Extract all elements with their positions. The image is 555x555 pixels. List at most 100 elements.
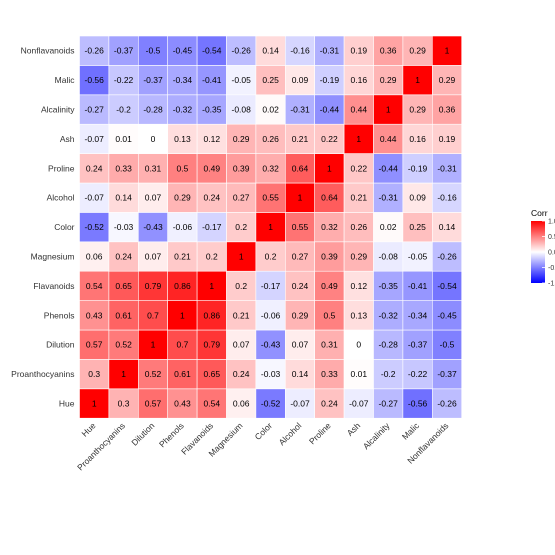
heatmap-cell-color-magnesium (255, 241, 286, 272)
cell-value-label: -0.43 (143, 222, 163, 232)
cell-value-label: 1 (121, 369, 126, 379)
heatmap-cell-phenols-color (167, 212, 198, 243)
cell-value-label: 0.36 (380, 46, 397, 56)
y-tick-label: Proanthocyanins (11, 369, 74, 379)
cell-value-label: 0.29 (380, 75, 397, 85)
heatmap-cell-malic-dilution (402, 329, 433, 360)
cell-value-label: -0.28 (379, 340, 399, 350)
heatmap-cell-phenols-ash (167, 123, 198, 154)
cell-value-label: 0 (356, 340, 361, 350)
cell-value-label: 0.25 (262, 75, 279, 85)
heatmap-cell-proanthocyanins-nonflavanoids (108, 35, 139, 66)
cell-value-label: 0.7 (147, 310, 159, 320)
cell-value-label: 0.13 (351, 310, 368, 320)
cell-value-label: 0.79 (145, 281, 162, 291)
cell-value-label: -0.54 (202, 46, 222, 56)
cell-value-label: -0.16 (437, 193, 457, 203)
cell-value-label: -0.34 (408, 310, 428, 320)
heatmap-cell-alcalinity-ash (373, 123, 404, 154)
cell-value-label: -0.03 (261, 369, 281, 379)
heatmap-cell-dilution-dilution (138, 329, 169, 360)
heatmap-cell-malic-nonflavanoids (402, 35, 433, 66)
cell-value-label: 0.12 (204, 134, 221, 144)
cell-value-label: 0.29 (439, 75, 456, 85)
cell-value-label: 1 (298, 193, 303, 203)
heatmap-cell-dilution-proline (138, 153, 169, 184)
cell-value-label: -0.22 (408, 369, 428, 379)
heatmap-cell-nonflavanoids-hue (431, 388, 462, 419)
y-tick-label: Proline (48, 163, 75, 173)
cell-value-label: 0.86 (174, 281, 191, 291)
heatmap-cell-alcohol-flavanoids (284, 270, 315, 301)
heatmap-cell-nonflavanoids-ash (431, 123, 462, 154)
cell-value-label: 0.65 (204, 369, 221, 379)
cell-value-label: -0.16 (290, 46, 310, 56)
heatmap-cell-nonflavanoids-alcalinity (431, 94, 462, 125)
cell-value-label: 0.29 (351, 252, 368, 262)
heatmap-cell-flavanoids-hue (196, 388, 227, 419)
y-tick-label: Nonflavanoids (21, 46, 75, 56)
cell-value-label: 0.13 (174, 134, 191, 144)
heatmap-cell-phenols-hue (167, 388, 198, 419)
cell-value-label: 0.43 (86, 310, 103, 320)
heatmap-cell-ash-flavanoids (343, 270, 374, 301)
cell-value-label: 0.21 (292, 134, 309, 144)
heatmap-cell-magnesium-proanthocyanins (226, 359, 257, 390)
legend-tick-labels: 1.0 0.5 0.0 -0.5 -1.0 (542, 219, 555, 288)
cell-value-label: -0.2 (381, 369, 396, 379)
cell-value-label: -0.31 (320, 46, 340, 56)
heatmap-cell-phenols-nonflavanoids (167, 35, 198, 66)
cell-value-label: -0.27 (85, 105, 105, 115)
heatmap-cell-ash-ash (343, 123, 374, 154)
cell-value-label: 0.29 (174, 193, 191, 203)
legend-tick-label: -0.5 (548, 265, 555, 272)
cell-value-label: -0.05 (232, 75, 252, 85)
heatmap-cell-alcalinity-dilution (373, 329, 404, 360)
cell-value-label: -0.52 (261, 399, 281, 409)
cell-value-label: 0.21 (233, 310, 250, 320)
cell-value-label: -0.44 (379, 163, 399, 173)
heatmap-cell-ash-proline (343, 153, 374, 184)
heatmap-cell-color-flavanoids (255, 270, 286, 301)
heatmap-cell-flavanoids-dilution (196, 329, 227, 360)
cell-value-label: -0.07 (349, 399, 369, 409)
cell-value-label: -0.41 (408, 281, 428, 291)
heatmap-cell-phenols-flavanoids (167, 270, 198, 301)
cell-value-label: -0.43 (261, 340, 281, 350)
heatmap-cell-color-alcalinity (255, 94, 286, 125)
cell-value-label: -0.22 (114, 75, 134, 85)
legend-tick-label: 1.0 (548, 219, 555, 226)
cell-value-label: -0.26 (437, 252, 457, 262)
y-tick-label: Dilution (46, 340, 75, 350)
heatmap-cell-alcalinity-proanthocyanins (373, 359, 404, 390)
cell-value-label: 0.21 (174, 252, 191, 262)
y-tick-label: Alcohol (47, 193, 75, 203)
cell-value-label: -0.07 (85, 134, 105, 144)
heatmap-cell-alcohol-malic (284, 65, 315, 96)
heatmap-cell-flavanoids-ash (196, 123, 227, 154)
cell-value-label: 0.2 (235, 222, 247, 232)
cell-value-label: -0.07 (290, 399, 310, 409)
cell-value-label: 0.61 (174, 369, 191, 379)
heatmap-cell-magnesium-ash (226, 123, 257, 154)
cell-value-label: -0.06 (261, 310, 281, 320)
heatmap-cell-alcalinity-phenols (373, 300, 404, 331)
cell-value-label: 0.7 (176, 340, 188, 350)
cell-value-label: -0.56 (85, 75, 105, 85)
cell-value-label: 0.26 (262, 134, 279, 144)
heatmap-cell-flavanoids-malic (196, 65, 227, 96)
cell-value-label: 0.32 (321, 222, 338, 232)
cell-value-label: 0.54 (204, 399, 221, 409)
cell-value-label: 1 (92, 399, 97, 409)
heatmap-cell-nonflavanoids-dilution (431, 329, 462, 360)
heatmap-cell-hue-flavanoids (79, 270, 110, 301)
cell-value-label: 0.22 (351, 163, 368, 173)
heatmap-cell-ash-alcohol (343, 182, 374, 213)
heatmap-cell-phenols-proline (167, 153, 198, 184)
cell-value-label: 0.07 (145, 252, 162, 262)
heatmap-cell-alcohol-proline (284, 153, 315, 184)
cell-value-label: 0.21 (351, 193, 368, 203)
cell-value-label: 0.64 (321, 193, 338, 203)
cell-value-label: -0.5 (440, 340, 455, 350)
cell-value-label: 0.79 (204, 340, 221, 350)
